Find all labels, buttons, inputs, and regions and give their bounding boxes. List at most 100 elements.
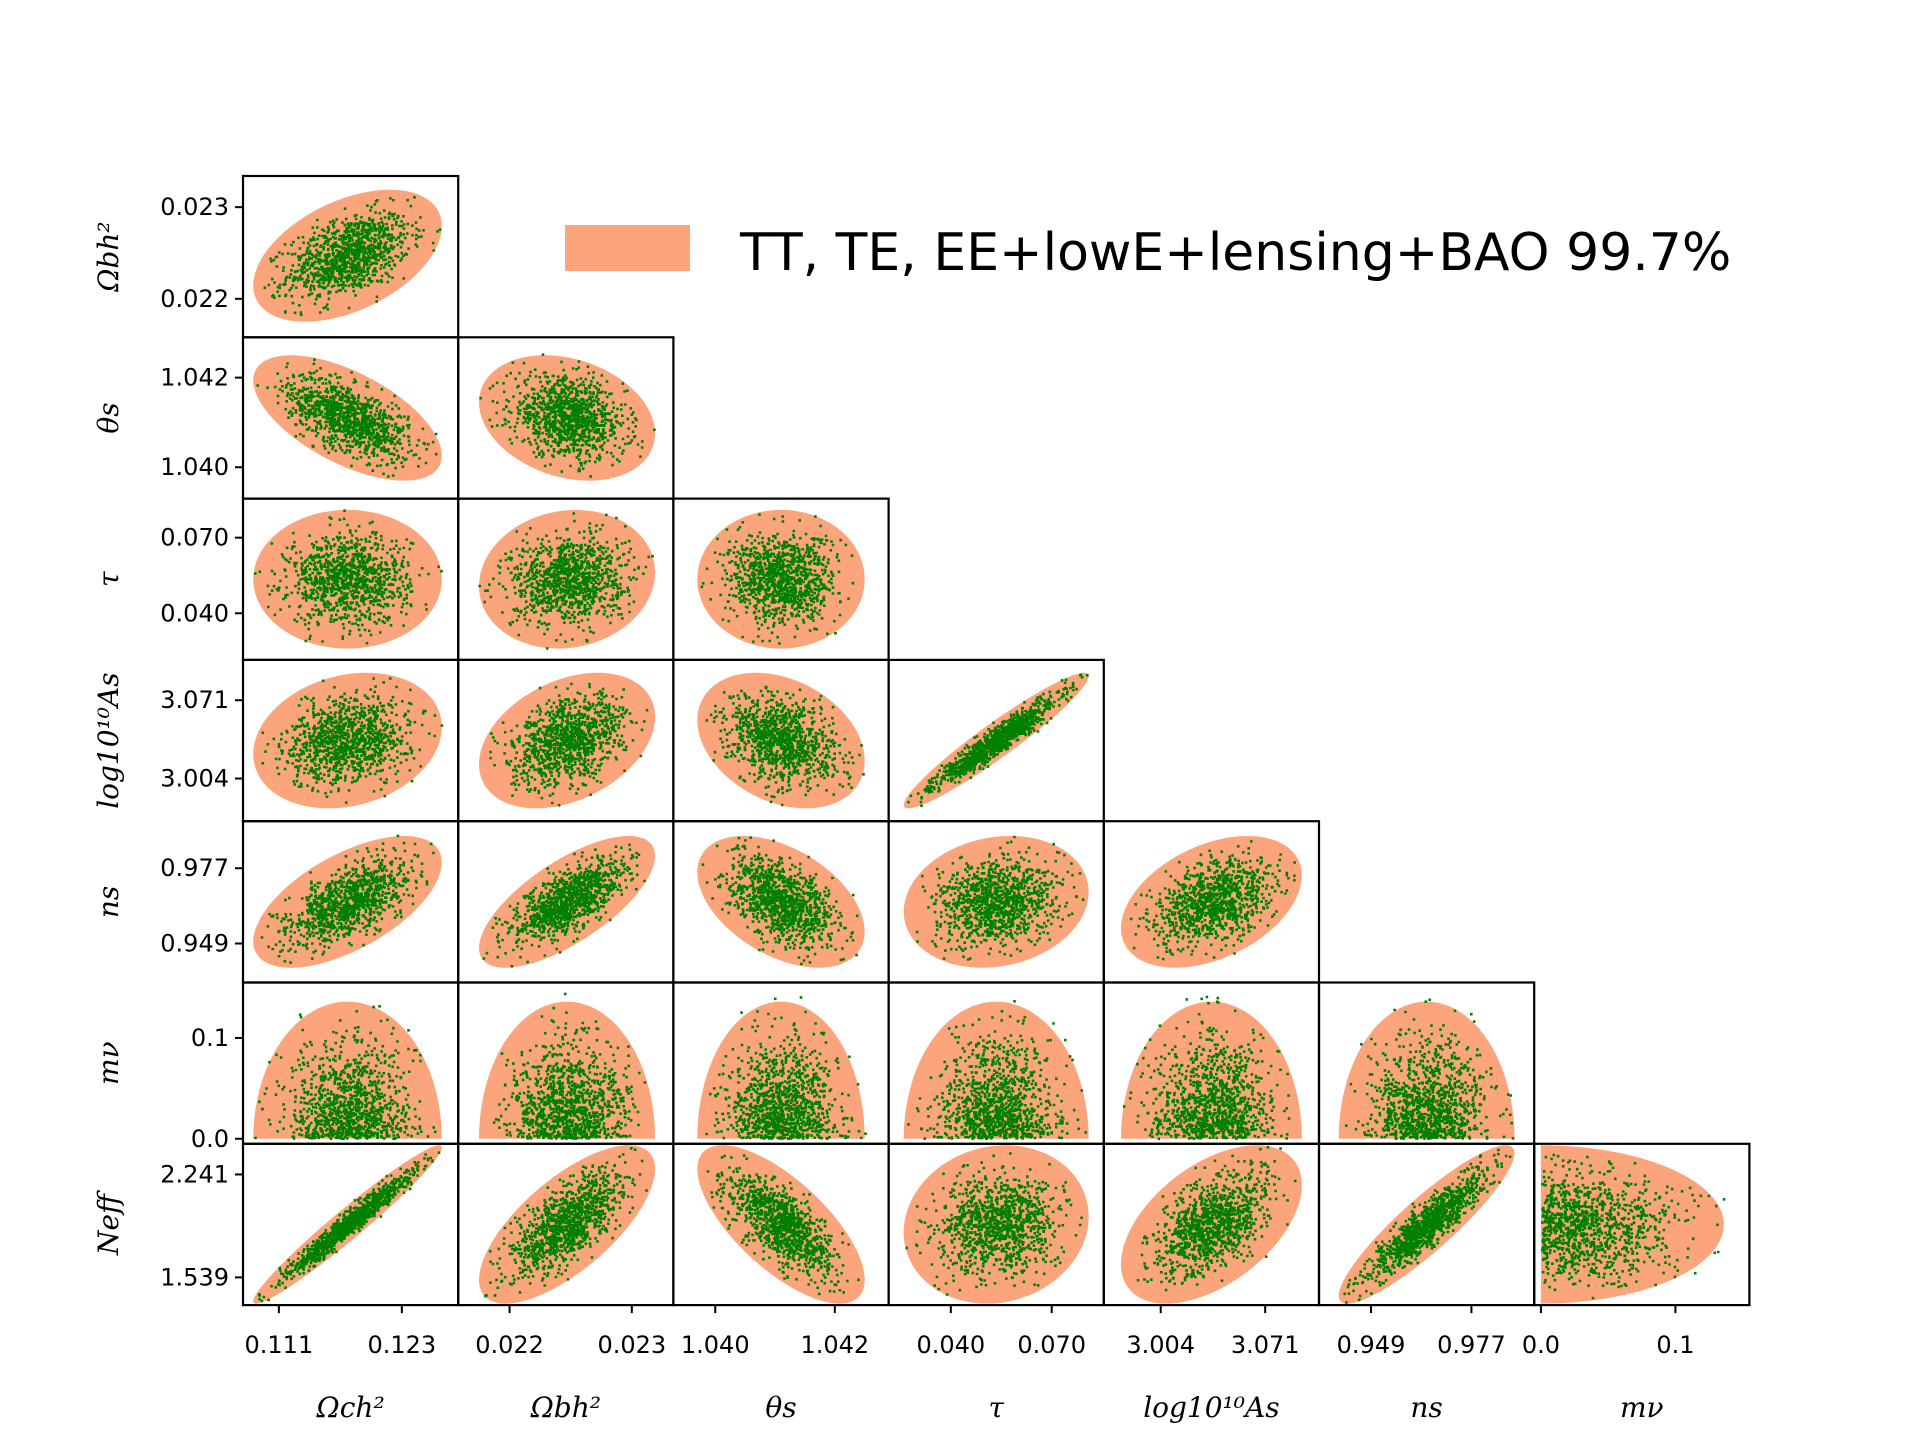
contour-99-7 — [253, 509, 442, 649]
y-tick-label: 2.241 — [160, 1160, 229, 1188]
y-tick-label: 1.042 — [160, 364, 229, 392]
samples — [907, 673, 1089, 808]
panel-logA-vs-theta — [672, 658, 890, 823]
y-tick-label: 1.539 — [160, 1263, 229, 1291]
samples — [254, 509, 443, 645]
x-axis-label-ombh2: Ωbh² — [530, 1391, 601, 1424]
x-tick-label: 0.949 — [1337, 1331, 1406, 1359]
y-axis-label-tau: τ — [92, 571, 125, 587]
samples — [701, 836, 859, 966]
x-tick-label: 0.070 — [1017, 1331, 1086, 1359]
x-tick-label: 0.1 — [1656, 1331, 1694, 1359]
panel-mnu-vs-omch2: 0.0 0.1 — [191, 981, 460, 1153]
y-tick-label: 0.977 — [160, 854, 229, 882]
y-axis-labels: Ωbh² θs τ log10¹⁰As ns mν Neff — [92, 221, 125, 1256]
samples — [489, 682, 649, 807]
x-tick-label: 3.004 — [1126, 1331, 1195, 1359]
panel-logA-vs-omch2: 3.004 3.071 — [160, 658, 460, 823]
samples — [706, 1154, 860, 1296]
contour-99-7 — [253, 1001, 442, 1139]
samples — [1345, 998, 1515, 1140]
legend-swatch — [565, 225, 690, 271]
panel-frame — [1533, 1142, 1751, 1307]
samples — [915, 835, 1085, 961]
panel-mnu-vs-ns — [1317, 981, 1536, 1145]
panel-theta-vs-ombh2 — [457, 336, 675, 500]
panel-mnu-vs-logA — [1102, 981, 1321, 1145]
samples — [1136, 1146, 1297, 1292]
y-tick-label: 0.070 — [160, 524, 229, 552]
y-tick-label: 0.023 — [160, 193, 229, 221]
x-axis-labels: Ωch² Ωbh² θs τ log10¹⁰As ns mν — [316, 1391, 1664, 1424]
x-axis-label-mnu: mν — [1620, 1391, 1664, 1424]
y-axis-label-theta: θs — [92, 402, 125, 433]
y-tick-label: 0.022 — [160, 285, 229, 313]
samples — [705, 996, 867, 1140]
y-tick-label: 3.071 — [160, 686, 229, 714]
samples — [254, 1005, 437, 1140]
x-tick-label: 0.040 — [916, 1331, 985, 1359]
x-tick-label: 0.111 — [245, 1331, 314, 1359]
panel-tau-vs-ombh2 — [457, 497, 675, 662]
y-tick-label: 0.1 — [191, 1024, 229, 1052]
y-axis-label-ombh2: Ωbh² — [92, 221, 125, 292]
samples — [479, 353, 656, 478]
x-tick-label: 0.123 — [367, 1331, 436, 1359]
samples — [257, 1151, 441, 1303]
samples — [261, 677, 444, 804]
y-tick-label: 3.004 — [160, 765, 229, 793]
x-axis-label-ns: ns — [1410, 1391, 1442, 1424]
samples — [484, 1147, 648, 1298]
samples — [478, 512, 654, 650]
x-tick-label: 1.042 — [800, 1331, 869, 1359]
panel-neff-vs-ns: 0.949 0.977 — [1317, 1142, 1536, 1359]
samples — [905, 1152, 1083, 1296]
panel-neff-vs-logA: 3.004 3.071 — [1102, 1142, 1321, 1359]
panel-theta-vs-omch2: 1.040 1.042 — [160, 336, 460, 500]
panel-tau-vs-omch2: 0.040 0.070 — [160, 497, 460, 662]
samples — [492, 992, 647, 1140]
x-axis-label-theta: θs — [765, 1391, 796, 1424]
panel-ns-vs-omch2: 0.949 0.977 — [160, 820, 460, 984]
samples — [705, 685, 865, 807]
x-tick-label: 3.071 — [1231, 1331, 1300, 1359]
x-tick-label: 0.022 — [475, 1331, 544, 1359]
samples — [482, 843, 646, 968]
samples — [260, 834, 435, 964]
panel-ombh2-vs-omch2: 0.022 0.023 — [160, 174, 460, 339]
panel-ns-vs-tau — [887, 820, 1105, 984]
samples — [1129, 840, 1296, 961]
panel-mnu-vs-theta — [672, 981, 890, 1145]
panel-ns-vs-theta — [672, 820, 890, 984]
samples — [1343, 1148, 1512, 1304]
panel-neff-vs-mnu: 0.0 0.1 — [1522, 1142, 1751, 1359]
y-tick-label: 0.949 — [160, 930, 229, 958]
panel-neff-vs-omch2: 1.539 2.241 0.111 0.123 — [160, 1142, 460, 1359]
y-tick-label: 0.040 — [160, 599, 229, 627]
legend: TT, TE, EE+lowE+lensing+BAO 99.7% — [565, 223, 1731, 283]
y-axis-label-ns: ns — [92, 886, 125, 918]
samples — [256, 358, 438, 478]
y-axis-label-logA: log10¹⁰As — [92, 672, 125, 808]
x-tick-label: 0.977 — [1437, 1331, 1506, 1359]
legend-label: TT, TE, EE+lowE+lensing+BAO 99.7% — [739, 223, 1731, 283]
samples — [1122, 995, 1291, 1141]
samples — [263, 196, 442, 317]
panel-ns-vs-logA — [1102, 820, 1321, 984]
panel-neff-vs-ombh2: 0.022 0.023 — [457, 1142, 675, 1359]
panel-logA-vs-tau — [887, 658, 1105, 823]
panel-logA-vs-ombh2 — [457, 658, 675, 823]
panel-neff-vs-tau: 0.040 0.070 — [887, 1142, 1105, 1359]
panel-tau-vs-theta — [672, 497, 890, 662]
x-tick-label: 0.023 — [597, 1331, 666, 1359]
x-tick-label: 1.040 — [681, 1331, 750, 1359]
y-tick-label: 0.0 — [191, 1125, 229, 1153]
y-axis-label-mnu: mν — [92, 1041, 125, 1085]
samples — [1540, 1153, 1726, 1300]
panel-neff-vs-theta: 1.040 1.042 — [672, 1142, 890, 1359]
x-tick-label: 0.0 — [1522, 1331, 1560, 1359]
x-axis-label-tau: τ — [988, 1391, 1004, 1424]
panel-ns-vs-ombh2 — [457, 820, 675, 984]
x-axis-label-logA: log10¹⁰As — [1143, 1391, 1279, 1424]
